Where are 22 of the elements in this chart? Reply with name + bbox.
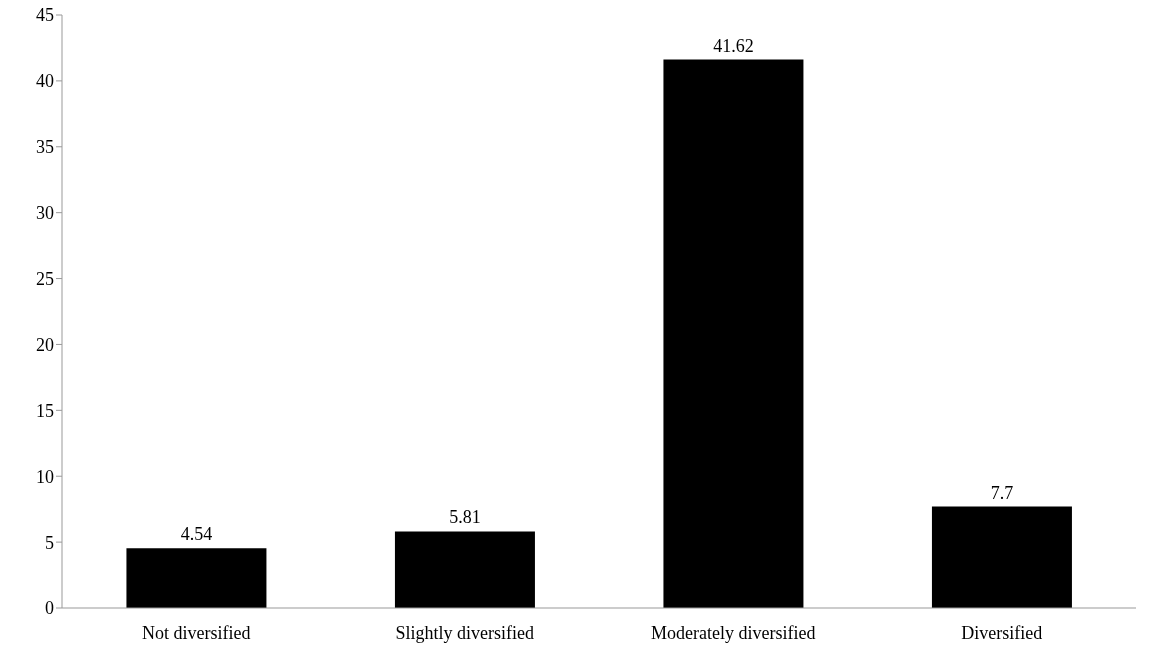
x-tick-label: Moderately diversified xyxy=(651,622,816,643)
y-tick-label: 35 xyxy=(36,137,54,158)
y-tick-label: 45 xyxy=(36,5,54,26)
bar xyxy=(126,548,267,608)
y-tick-label: 15 xyxy=(36,400,54,421)
bar xyxy=(931,506,1072,608)
y-tick-label: 25 xyxy=(36,268,54,289)
bar xyxy=(663,59,804,608)
data-label: 7.7 xyxy=(990,482,1014,503)
y-tick-label: 20 xyxy=(36,334,54,355)
x-tick-label: Diversified xyxy=(961,622,1043,643)
x-tick-label: Not diversified xyxy=(142,622,251,643)
bar xyxy=(394,531,535,608)
data-label: 4.54 xyxy=(180,524,213,545)
y-tick-label: 10 xyxy=(36,466,54,487)
data-label: 5.81 xyxy=(449,507,481,528)
data-label: 41.62 xyxy=(713,35,754,56)
y-tick-label: 5 xyxy=(45,532,54,553)
x-tick-label: Slightly diversified xyxy=(395,622,534,643)
y-tick-label: 0 xyxy=(45,598,54,619)
y-tick-label: 30 xyxy=(36,203,54,224)
y-tick-label: 40 xyxy=(36,71,54,92)
